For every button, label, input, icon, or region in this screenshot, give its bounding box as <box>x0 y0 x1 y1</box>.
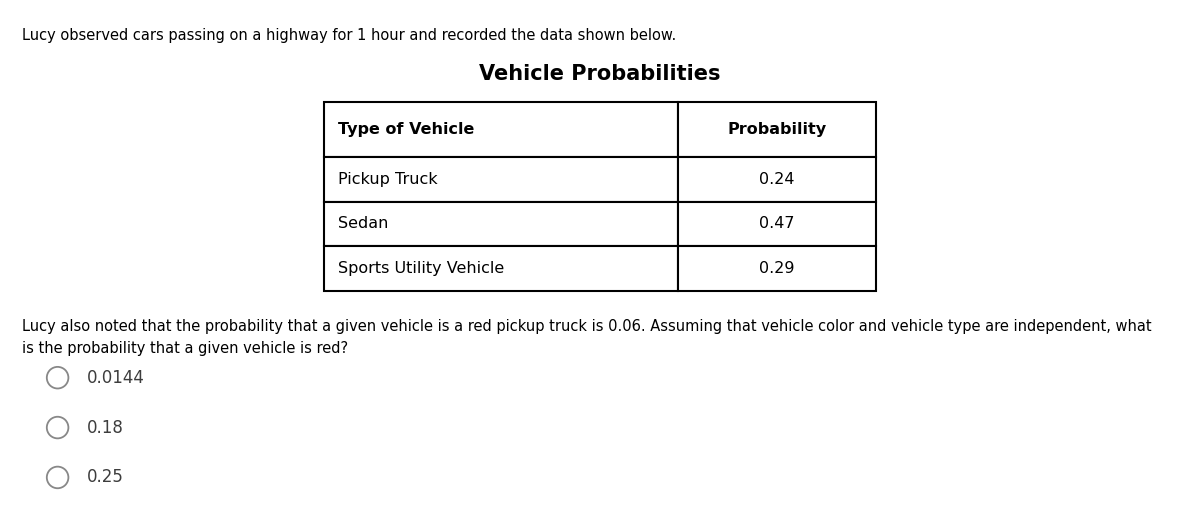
Text: Lucy observed cars passing on a highway for 1 hour and recorded the data shown b: Lucy observed cars passing on a highway … <box>22 28 676 43</box>
Text: 0.18: 0.18 <box>86 418 124 437</box>
Text: 0.29: 0.29 <box>760 261 794 276</box>
Text: 0.47: 0.47 <box>760 216 794 232</box>
Text: 0.25: 0.25 <box>86 468 124 487</box>
Text: Sedan: Sedan <box>338 216 389 232</box>
Text: 0.24: 0.24 <box>760 172 794 187</box>
Text: 0.0144: 0.0144 <box>86 369 144 387</box>
Text: Vehicle Probabilities: Vehicle Probabilities <box>479 64 721 83</box>
Text: Pickup Truck: Pickup Truck <box>338 172 438 187</box>
Text: Type of Vehicle: Type of Vehicle <box>338 122 475 137</box>
Text: Sports Utility Vehicle: Sports Utility Vehicle <box>338 261 505 276</box>
Text: Probability: Probability <box>727 122 827 137</box>
Text: Lucy also noted that the probability that a given vehicle is a red pickup truck : Lucy also noted that the probability tha… <box>22 319 1151 356</box>
